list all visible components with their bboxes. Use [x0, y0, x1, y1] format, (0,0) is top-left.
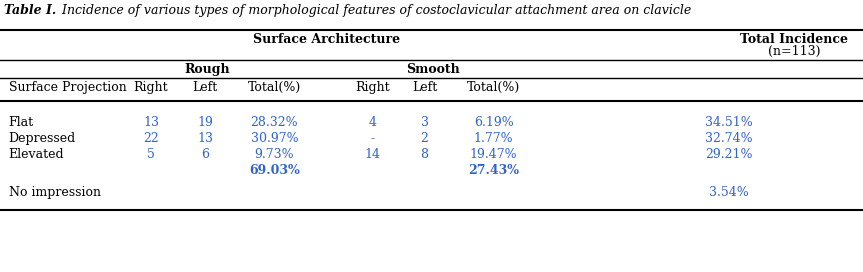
- Text: 13: 13: [198, 132, 213, 145]
- Text: 34.51%: 34.51%: [705, 116, 753, 129]
- Text: Total Incidence: Total Incidence: [740, 33, 848, 46]
- Text: Table I.: Table I.: [4, 4, 57, 17]
- Text: 3: 3: [420, 116, 429, 129]
- Text: -: -: [371, 132, 375, 145]
- Text: 9.73%: 9.73%: [255, 148, 294, 161]
- Text: (n=113): (n=113): [768, 45, 820, 58]
- Text: 6.19%: 6.19%: [474, 116, 513, 129]
- Text: Left: Left: [412, 81, 438, 94]
- Text: 6: 6: [201, 148, 210, 161]
- Text: Rough: Rough: [185, 63, 230, 76]
- Text: Elevated: Elevated: [9, 148, 64, 161]
- Text: 19.47%: 19.47%: [469, 148, 518, 161]
- Text: 8: 8: [420, 148, 429, 161]
- Text: Total(%): Total(%): [467, 81, 520, 94]
- Text: Incidence of various types of morphological features of costoclavicular attachme: Incidence of various types of morphologi…: [58, 4, 691, 17]
- Text: Surface Projection: Surface Projection: [9, 81, 126, 94]
- Text: No impression: No impression: [9, 186, 101, 199]
- Text: Smooth: Smooth: [406, 63, 460, 76]
- Text: Flat: Flat: [9, 116, 34, 129]
- Text: 29.21%: 29.21%: [705, 148, 753, 161]
- Text: Depressed: Depressed: [9, 132, 76, 145]
- Text: 69.03%: 69.03%: [249, 164, 299, 177]
- Text: 5: 5: [147, 148, 155, 161]
- Text: Total(%): Total(%): [248, 81, 301, 94]
- Text: 1.77%: 1.77%: [474, 132, 513, 145]
- Text: 3.54%: 3.54%: [709, 186, 749, 199]
- Text: Right: Right: [134, 81, 168, 94]
- Text: Right: Right: [356, 81, 390, 94]
- Text: 19: 19: [198, 116, 213, 129]
- Text: 32.74%: 32.74%: [705, 132, 753, 145]
- Text: 2: 2: [420, 132, 429, 145]
- Text: Left: Left: [192, 81, 218, 94]
- Text: 30.97%: 30.97%: [250, 132, 299, 145]
- Text: 4: 4: [369, 116, 377, 129]
- Text: Surface Architecture: Surface Architecture: [253, 33, 400, 46]
- Text: 13: 13: [143, 116, 159, 129]
- Text: 28.32%: 28.32%: [250, 116, 299, 129]
- Text: 27.43%: 27.43%: [468, 164, 520, 177]
- Text: 14: 14: [365, 148, 381, 161]
- Text: 22: 22: [143, 132, 159, 145]
